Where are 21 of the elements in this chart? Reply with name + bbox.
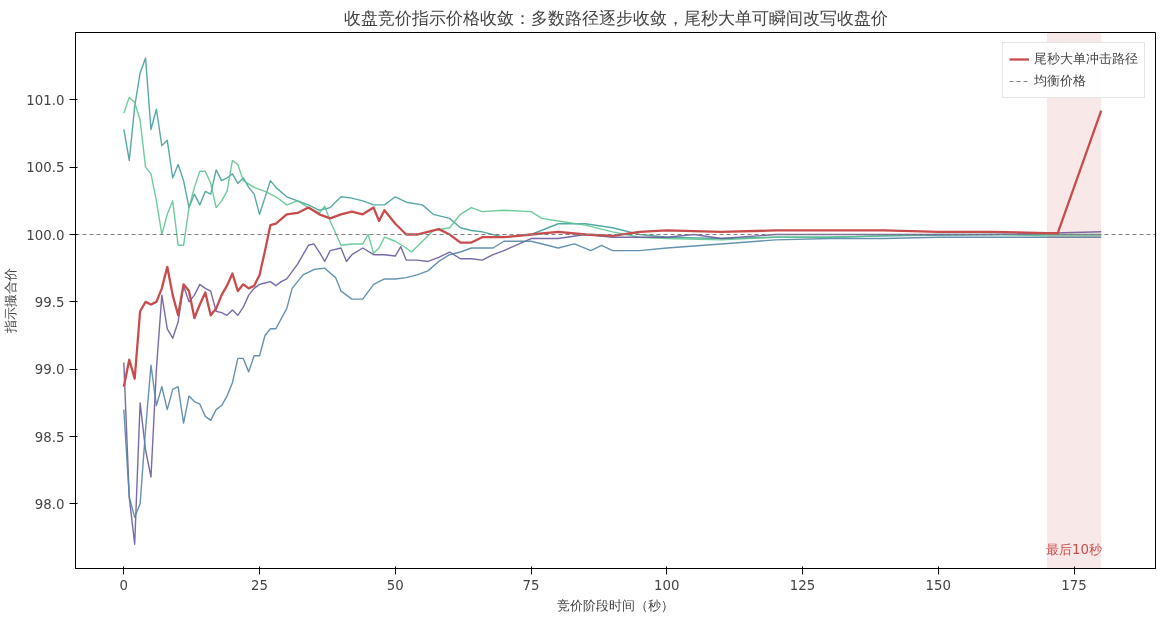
x-tick-label: 125 [789, 577, 816, 593]
x-tick-label: 75 [522, 577, 540, 593]
legend-label: 均衡价格 [1034, 72, 1086, 90]
x-tick-label: 25 [251, 577, 269, 593]
y-tick-label: 99.0 [34, 362, 65, 378]
y-tick-label: 99.5 [34, 294, 65, 310]
x-axis-title: 竞价阶段时间（秒） [557, 597, 674, 613]
x-tick-label: 150 [925, 577, 952, 593]
x-tick-label: 175 [1061, 577, 1087, 593]
y-tick-label: 100.0 [26, 227, 65, 243]
chart-title: 收盘竞价指示价格收敛：多数路径逐步收敛，尾秒大单可瞬间改写收盘价 [343, 7, 888, 28]
y-tick-label: 98.5 [34, 429, 65, 445]
x-tick-label: 0 [119, 577, 129, 593]
y-axis-title: 指示撮合价 [3, 268, 19, 334]
x-tick-label: 50 [386, 577, 404, 593]
legend-label: 尾秒大单冲击路径 [1034, 50, 1138, 68]
band-label: 最后10秒 [1046, 541, 1103, 557]
x-tick-label: 100 [654, 577, 680, 593]
y-tick-label: 98.0 [34, 496, 65, 512]
y-tick-label: 101.0 [26, 92, 65, 108]
y-tick-label: 100.5 [26, 160, 65, 176]
